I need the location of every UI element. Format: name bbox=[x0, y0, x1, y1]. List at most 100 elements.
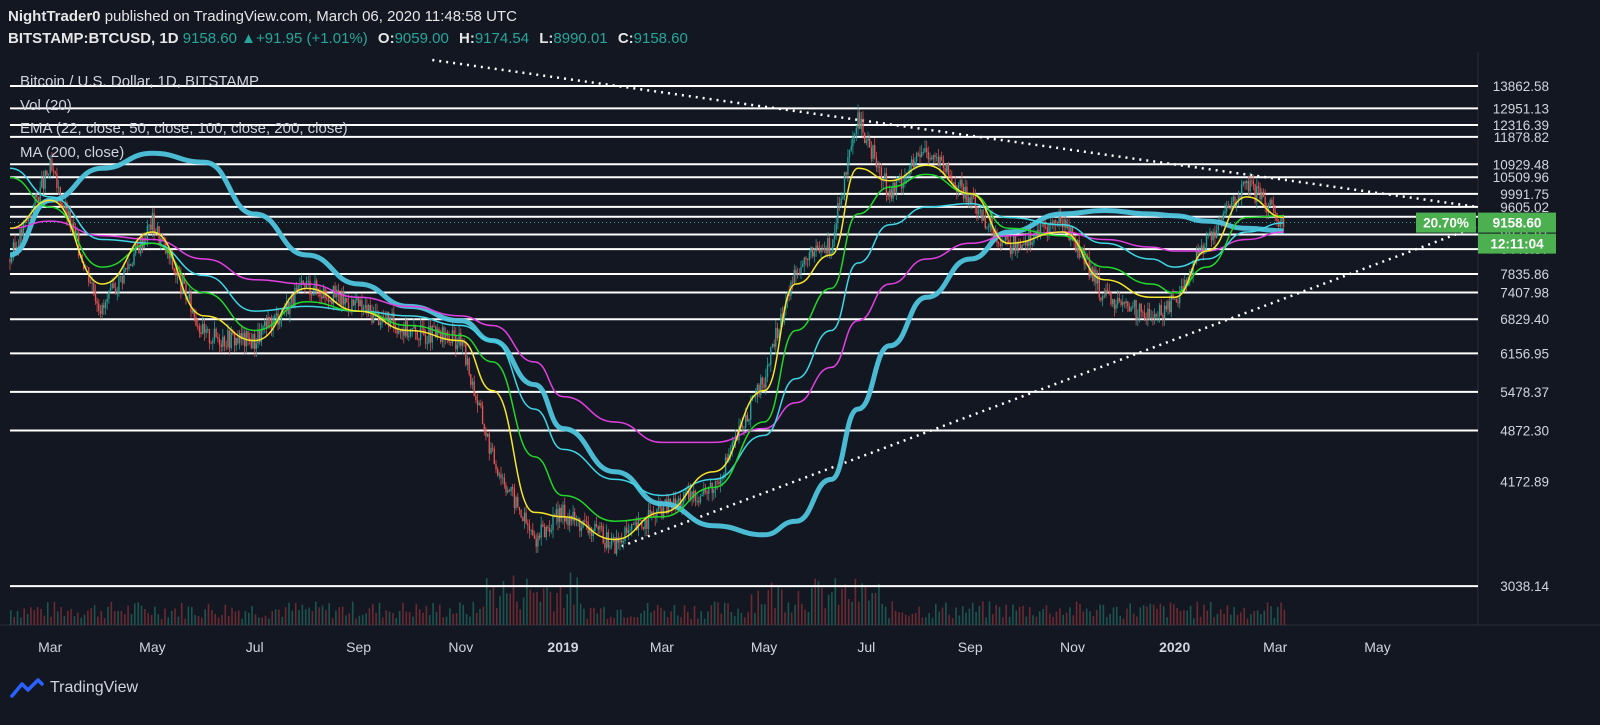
candle-body bbox=[1197, 250, 1199, 255]
candle-body bbox=[986, 227, 988, 229]
publisher-name[interactable]: NightTrader0 bbox=[8, 8, 101, 25]
volume-bar bbox=[124, 614, 126, 625]
candle-body bbox=[833, 232, 836, 240]
candle-body bbox=[497, 469, 499, 476]
close-value: 9158.60 bbox=[633, 30, 688, 47]
volume-bar bbox=[861, 583, 863, 625]
volume-bar bbox=[1038, 611, 1041, 625]
volume-bar bbox=[298, 610, 300, 625]
candle-body bbox=[1003, 240, 1005, 242]
volume-bar bbox=[998, 607, 1001, 625]
volume-bar bbox=[754, 612, 756, 625]
candle-body bbox=[413, 325, 415, 329]
candle-body bbox=[795, 270, 797, 275]
candle-body bbox=[453, 330, 455, 335]
candle-body bbox=[1231, 201, 1233, 209]
candle-body bbox=[473, 381, 475, 396]
volume-bar bbox=[723, 602, 726, 625]
candle-body bbox=[369, 305, 371, 311]
volume-bar bbox=[214, 614, 216, 625]
candle-body bbox=[1184, 279, 1186, 291]
candle-body bbox=[1130, 307, 1132, 312]
volume-bar bbox=[804, 609, 806, 625]
candle-body bbox=[9, 259, 11, 263]
volume-bar bbox=[502, 581, 505, 625]
volume-bar bbox=[1253, 611, 1255, 625]
volume-bar bbox=[509, 593, 511, 625]
candle-body bbox=[838, 203, 841, 205]
volume-bar bbox=[1219, 609, 1222, 625]
candle-body bbox=[761, 377, 764, 385]
candle-body bbox=[1132, 306, 1134, 308]
candle-body bbox=[476, 399, 479, 405]
volume-bar bbox=[777, 586, 780, 625]
volume-bars bbox=[10, 572, 1286, 625]
volume-bar bbox=[1085, 608, 1088, 625]
candle-body bbox=[830, 252, 832, 254]
candle-body bbox=[848, 150, 851, 158]
candle-body bbox=[674, 498, 676, 505]
volume-bar bbox=[1233, 606, 1235, 625]
candle-body bbox=[887, 195, 889, 197]
candle-body bbox=[42, 178, 45, 189]
volume-bar bbox=[1005, 604, 1007, 625]
candle-body bbox=[1058, 212, 1060, 223]
candle-body bbox=[550, 530, 552, 532]
candle-body bbox=[212, 341, 214, 344]
candle-body bbox=[1185, 279, 1188, 286]
candle-body bbox=[1274, 211, 1276, 213]
volume-bar bbox=[834, 578, 837, 625]
candle-body bbox=[1251, 180, 1253, 182]
volume-bar bbox=[217, 617, 220, 625]
candle-body bbox=[217, 337, 219, 339]
candle-body bbox=[637, 519, 640, 531]
volume-bar bbox=[1273, 617, 1276, 625]
candle-body bbox=[123, 270, 125, 284]
candle-body bbox=[807, 259, 809, 261]
candle-body bbox=[218, 338, 221, 345]
candle-body bbox=[238, 333, 241, 344]
candle-body bbox=[220, 344, 222, 347]
candle-body bbox=[418, 339, 420, 341]
volume-bar bbox=[891, 601, 894, 625]
candle-body bbox=[435, 326, 437, 338]
volume-bar bbox=[700, 611, 702, 625]
volume-bar bbox=[93, 605, 96, 625]
volume-bar bbox=[737, 608, 739, 625]
candle-body bbox=[108, 290, 110, 299]
volume-bar bbox=[573, 604, 575, 625]
candle-body bbox=[1127, 301, 1129, 307]
volume-bar bbox=[1193, 618, 1195, 625]
candle-body bbox=[195, 317, 197, 326]
candle-body bbox=[302, 280, 304, 284]
candle-body bbox=[815, 245, 817, 252]
candle-body bbox=[450, 342, 452, 343]
candle-body bbox=[1195, 250, 1198, 263]
candle-body bbox=[1070, 227, 1072, 241]
candle-body bbox=[235, 338, 237, 346]
candle-body bbox=[319, 290, 321, 297]
candle-body bbox=[716, 481, 718, 482]
candle-body bbox=[877, 166, 879, 168]
volume-bar bbox=[1199, 616, 1202, 625]
candle-body bbox=[699, 496, 702, 503]
candle-body bbox=[176, 273, 179, 276]
candle-body bbox=[297, 285, 299, 291]
candle-body bbox=[758, 384, 760, 395]
tradingview-logo-icon bbox=[10, 678, 44, 698]
price-label-value: 9158.60 bbox=[1493, 216, 1542, 231]
candle-body bbox=[119, 275, 122, 277]
candle-body bbox=[924, 148, 926, 153]
volume-bar bbox=[60, 606, 62, 625]
volume-bar bbox=[271, 611, 273, 625]
volume-bar bbox=[499, 596, 501, 625]
candle-body bbox=[885, 173, 888, 196]
candle-body bbox=[68, 210, 70, 220]
candle-body bbox=[890, 189, 893, 199]
x-tick-label: Mar bbox=[650, 639, 674, 655]
volume-bar bbox=[740, 612, 743, 625]
volume-bar bbox=[1213, 617, 1215, 625]
candle-body bbox=[631, 524, 633, 530]
candle-body bbox=[66, 202, 68, 220]
